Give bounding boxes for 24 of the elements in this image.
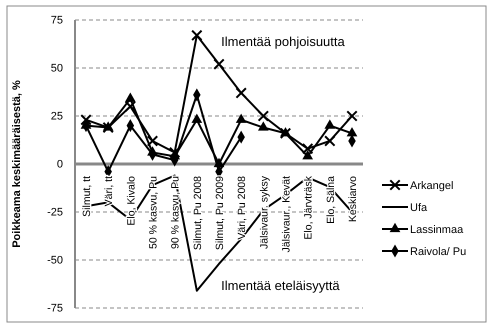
y-tick-label: -50 [47, 254, 63, 267]
y-tick-label: 25 [50, 110, 63, 123]
x-tick-label: Elo, Sälna [324, 176, 337, 224]
annotation: Ilmentää pohjoisuutta [221, 34, 346, 49]
annotation: Ilmentää eteläisyyttä [221, 278, 340, 293]
y-tick-label: -75 [47, 302, 63, 315]
y-tick-label: 50 [50, 62, 63, 75]
x-tick-label: Väri, Pu 2008 [236, 176, 248, 240]
x-tick-label: Jälsivaur. syksy [258, 175, 270, 249]
x-tick-label: Keskiarvo [347, 176, 359, 222]
y-tick-label: 0 [56, 158, 63, 171]
x-tick-label: Elo, Järvträsk [302, 175, 315, 240]
x-tick-label: Silmut, Pu 2009 [214, 176, 226, 250]
legend-label: Lassinmaa [410, 224, 464, 236]
x-tick-label: Silmut, Pu 2008 [192, 176, 204, 250]
y-tick-label: 75 [50, 14, 63, 27]
legend-label: Raivola/ Pu [410, 246, 466, 258]
x-tick-label: Silmut, tt [81, 176, 93, 217]
legend-label: Arkangel [410, 180, 454, 192]
legend-label: Ufa [410, 202, 428, 214]
x-tick-label: Jälsivaur., Kevät [280, 176, 292, 252]
y-axis-title: Poikkeama keskimääräisestä, % [11, 80, 23, 248]
x-tick-label: Väri, tt [103, 176, 116, 206]
y-tick-label: -25 [47, 206, 63, 219]
